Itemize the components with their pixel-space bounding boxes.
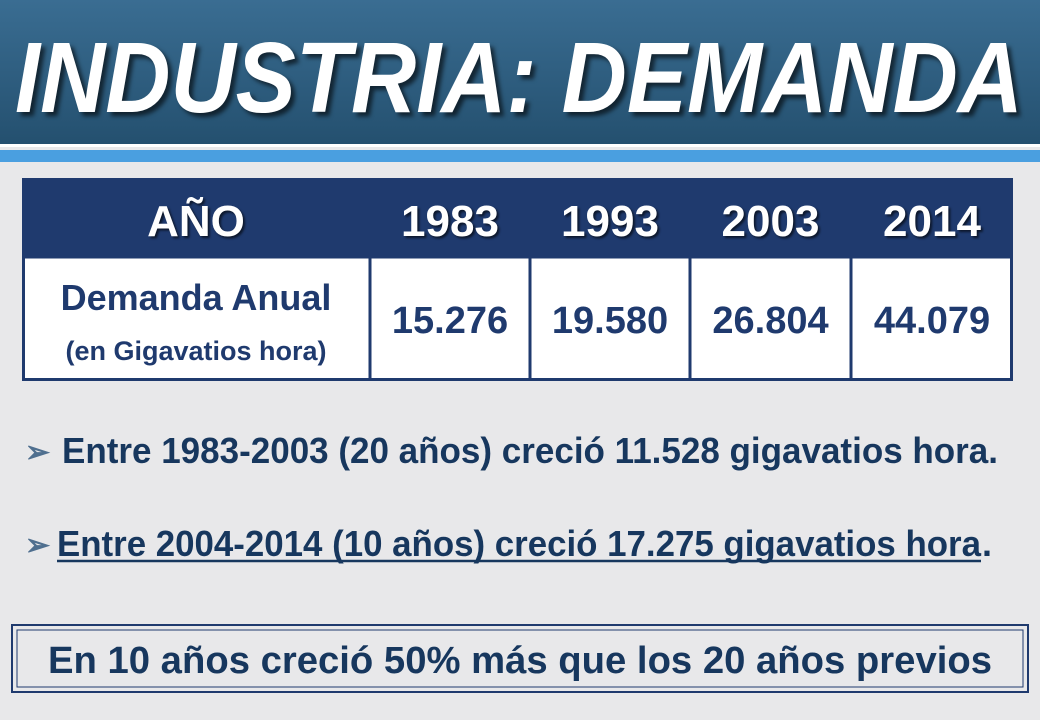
header-rule [0,144,1040,147]
bullet-text: . [982,523,992,564]
bullet-arrow: ➢ [25,436,51,469]
row-sublabel: (en Gigavatios hora) [65,336,326,366]
title: INDUSTRIA: DEMANDA [15,22,1023,134]
conclusion: En 10 años creció 50% más que los 20 año… [48,640,992,682]
table-cell: 19.580 [552,300,668,342]
conclusion-box-outer [11,624,1029,693]
table-header-cell: AÑO [147,196,245,246]
bullet-text: Entre 1983-2003 (20 años) creció 11.528 … [62,430,998,471]
bullet-arrow: ➢ [25,529,51,562]
table-header-cell: 2003 [722,197,820,246]
table-header-cell: 1983 [401,197,499,246]
header-stripe [0,150,1040,162]
conclusion-box-inner [16,629,1024,688]
table-cell: 26.804 [712,300,828,342]
header-band [0,0,1040,144]
table-header-cell: 1993 [561,197,659,246]
table-cell: 44.079 [874,300,990,342]
table-cell: 15.276 [392,300,508,342]
row-label: Demanda Anual [61,277,332,318]
table-header-cell: 2014 [883,197,981,246]
table [22,178,1013,381]
table-body-row [22,255,1013,381]
table-header-row [22,178,1013,257]
bullet-text-underlined: Entre 2004-2014 (10 años) creció 17.275 … [57,523,982,564]
